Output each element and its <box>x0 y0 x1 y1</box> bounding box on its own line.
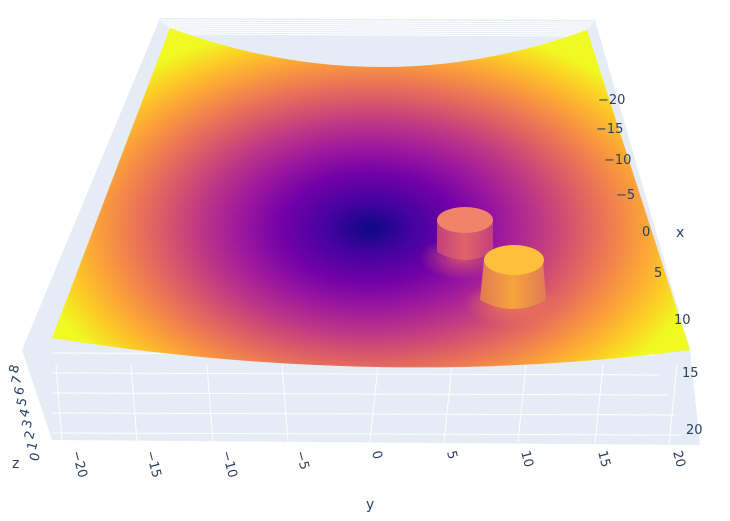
grid-line <box>161 21 594 25</box>
x-tick-label: 15 <box>682 366 699 381</box>
y-tick-label: −20 <box>68 449 90 479</box>
y-tick-label: 5 <box>443 449 460 461</box>
z-tick-label: 7 <box>9 374 26 386</box>
grid-line <box>51 432 683 436</box>
z-tick-label: 1 <box>25 440 42 452</box>
grid-line <box>165 25 590 29</box>
grid-line <box>51 412 676 416</box>
grid-line <box>668 364 678 445</box>
y-tick-label: 0 <box>368 449 385 461</box>
plateau-2-top <box>484 245 544 275</box>
grid-line <box>159 19 596 23</box>
y-tick-label: 10 <box>517 449 536 469</box>
z-tick-label: 8 <box>7 363 24 375</box>
grid-line <box>51 392 669 396</box>
x-tick-label: 5 <box>654 266 662 281</box>
grid-line <box>163 23 592 27</box>
z-axis-title: z <box>12 456 19 472</box>
grid-line <box>206 364 214 442</box>
grid-lines <box>51 19 683 445</box>
x-tick-label: 0 <box>642 225 650 240</box>
y-tick-label: −10 <box>218 449 240 479</box>
z-tick-label: 6 <box>12 385 29 397</box>
z-tick-label: 3 <box>20 418 37 430</box>
y-tick-label: −15 <box>142 449 164 479</box>
z-tick-label: 5 <box>14 396 31 408</box>
x-tick-label: −15 <box>596 122 623 137</box>
grid-line <box>369 364 379 443</box>
y-tick-label: 15 <box>594 449 613 469</box>
grid-line <box>173 33 582 37</box>
plateau-1-top <box>437 207 493 233</box>
grid-line <box>130 364 138 442</box>
grid-line <box>594 364 604 444</box>
grid-line <box>171 31 584 35</box>
x-tick-label: 10 <box>674 313 691 328</box>
z-tick-label: 0 <box>27 451 44 463</box>
x-tick-label: −20 <box>598 93 625 108</box>
y-tick-label: 20 <box>669 449 688 469</box>
grid-line <box>51 372 661 376</box>
grid-line <box>169 29 586 33</box>
grid-line <box>443 364 453 443</box>
grid-line <box>281 364 289 443</box>
y-axis-title: y <box>366 497 374 513</box>
z-tick-label: 4 <box>17 407 34 419</box>
grid-line <box>167 27 588 31</box>
y-tick-label: −5 <box>292 449 311 471</box>
x-tick-label: 20 <box>686 423 703 438</box>
z-tick-label: 2 <box>22 429 39 441</box>
x-tick-label: −10 <box>604 153 631 168</box>
grid-line <box>55 364 63 441</box>
tick-labels: −20 −15 −10 −5 0 5 10 15 2020151050−5−10−15−2001… <box>7 93 703 480</box>
plateaus <box>420 207 560 328</box>
grid-line <box>517 364 527 443</box>
x-axis-title: x <box>676 225 684 241</box>
x-tick-label: −5 <box>616 188 635 203</box>
